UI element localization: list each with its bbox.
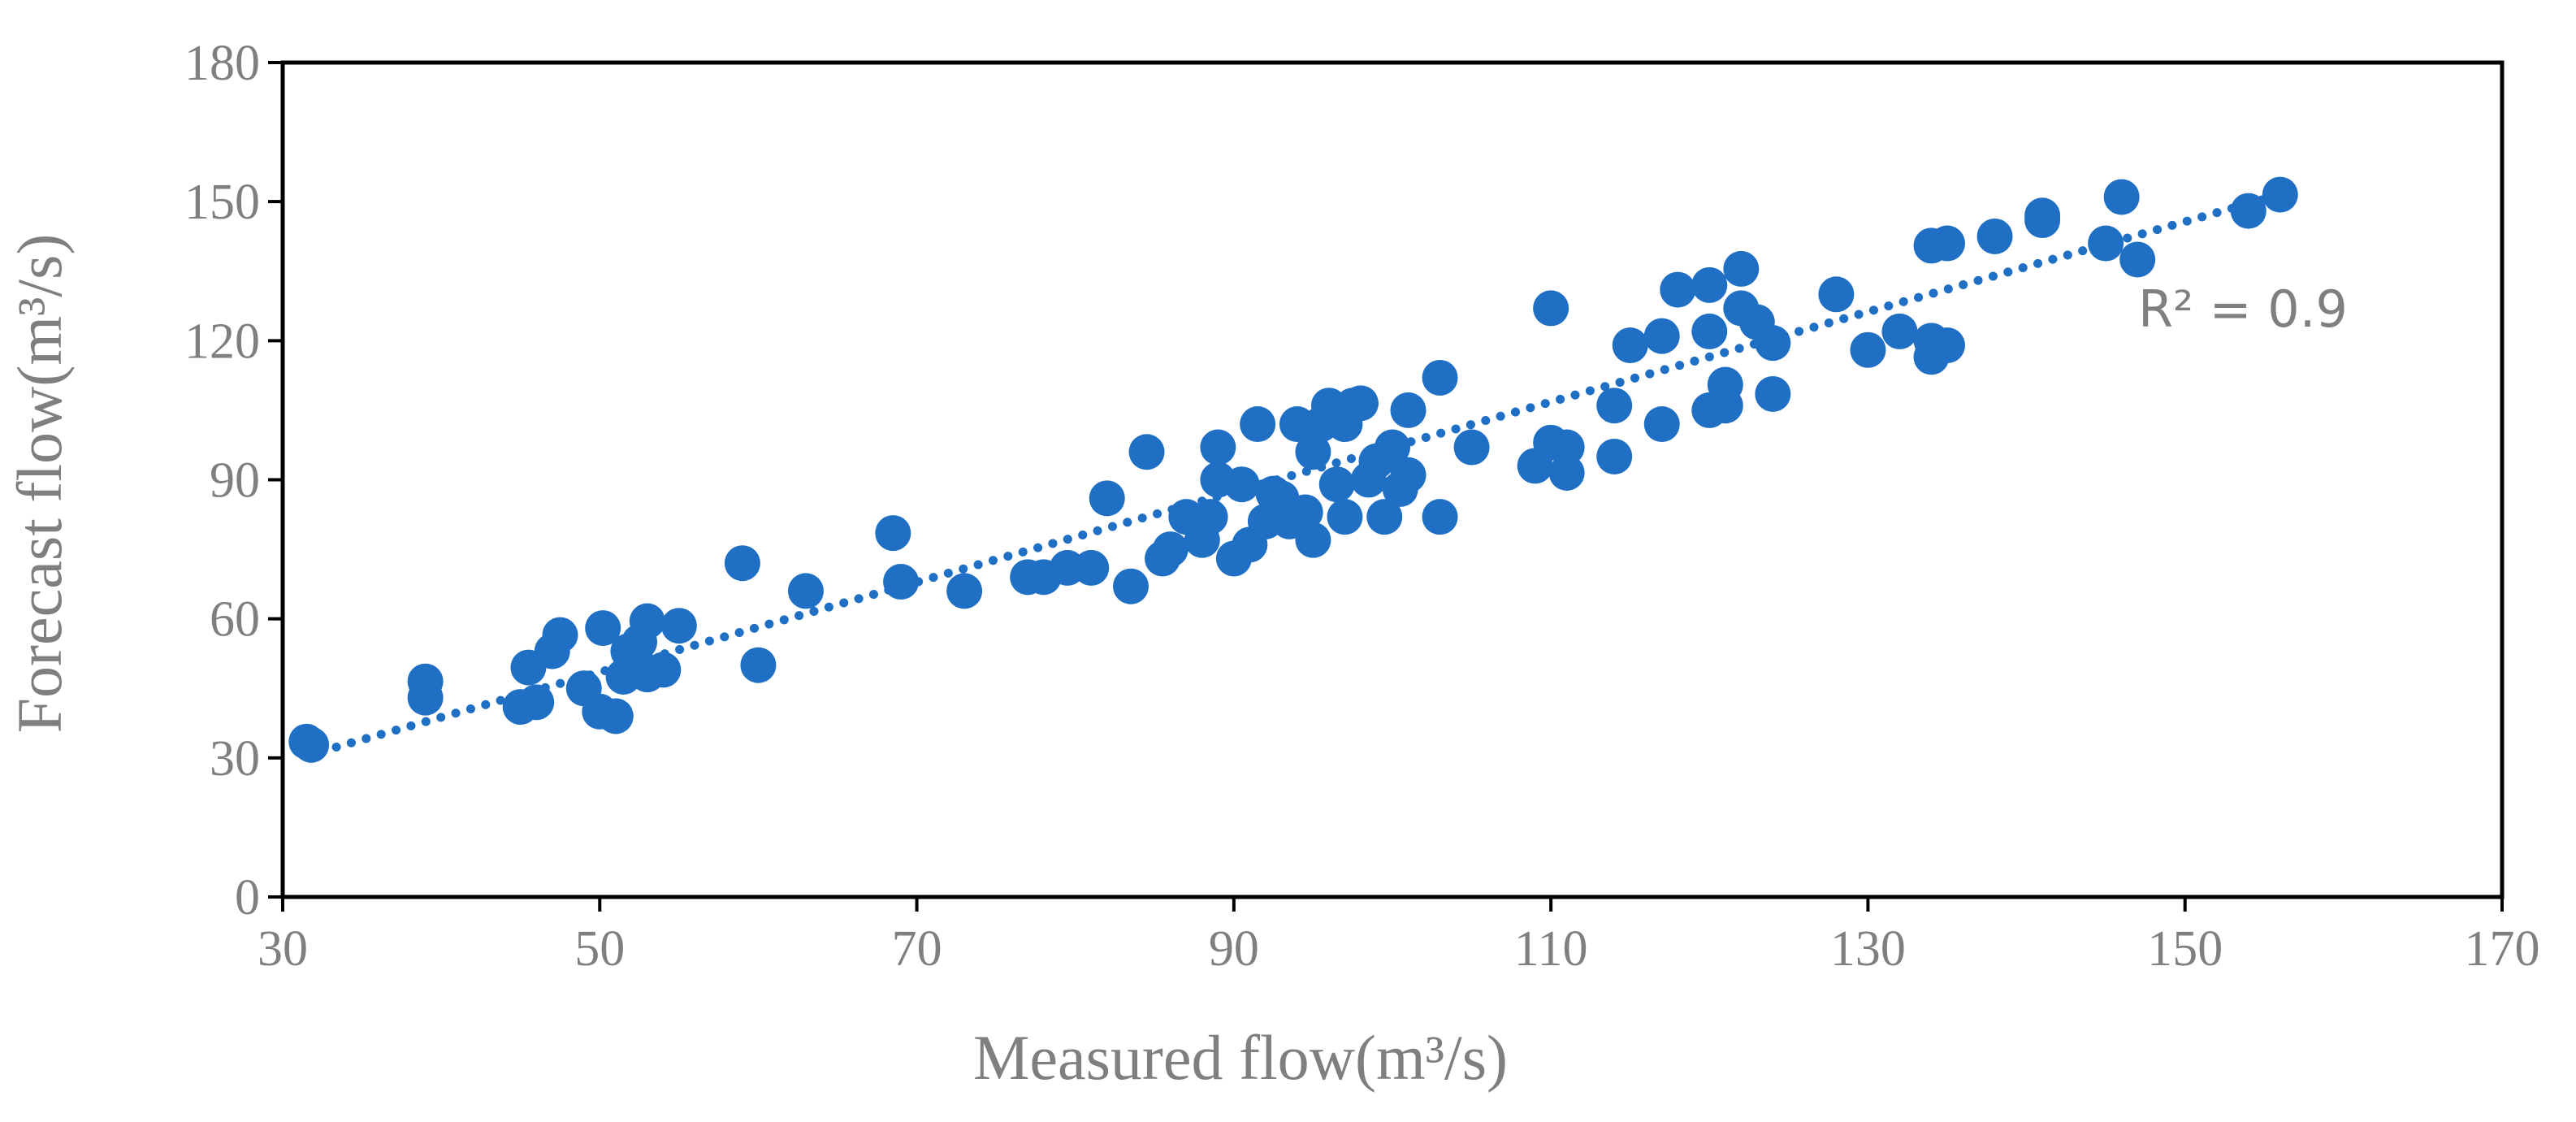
data-point bbox=[787, 573, 824, 609]
data-point bbox=[1548, 429, 1585, 466]
data-point bbox=[293, 726, 330, 763]
data-point bbox=[1390, 392, 1427, 428]
data-point bbox=[946, 573, 983, 609]
data-point bbox=[724, 545, 760, 582]
data-point bbox=[2088, 225, 2124, 262]
y-tick-label: 0 bbox=[235, 870, 260, 925]
data-point bbox=[1643, 406, 1680, 443]
x-tick-label: 70 bbox=[892, 921, 942, 977]
data-point bbox=[1976, 218, 2013, 254]
data-point bbox=[585, 610, 621, 647]
data-point bbox=[1453, 429, 1490, 466]
data-point bbox=[1295, 434, 1331, 470]
data-point bbox=[1691, 266, 1728, 303]
data-point bbox=[1660, 271, 1696, 308]
data-point bbox=[1691, 313, 1728, 349]
y-axis-tick-labels: 0 30 60 90 120 150 180 bbox=[184, 36, 260, 925]
data-point bbox=[1881, 313, 1918, 349]
data-point bbox=[1390, 457, 1427, 493]
data-point bbox=[1342, 385, 1379, 422]
data-point bbox=[1295, 522, 1331, 558]
data-point bbox=[1422, 499, 1458, 535]
data-point bbox=[1240, 406, 1276, 443]
data-point bbox=[1128, 434, 1165, 470]
data-point bbox=[1073, 549, 1110, 586]
data-point bbox=[2103, 179, 2140, 215]
data-point bbox=[407, 679, 444, 716]
x-axis-title: Measured flow(m³/s) bbox=[973, 1022, 1508, 1093]
data-point bbox=[1929, 327, 1965, 364]
data-point bbox=[1707, 366, 1743, 403]
data-point bbox=[1287, 494, 1323, 531]
data-point bbox=[1643, 318, 1680, 354]
data-point bbox=[629, 603, 665, 639]
x-tick-label: 130 bbox=[1830, 921, 1906, 977]
data-point bbox=[597, 698, 634, 734]
data-point bbox=[1327, 499, 1363, 535]
data-point bbox=[542, 617, 578, 653]
x-tick-label: 170 bbox=[2465, 921, 2540, 977]
y-tick-label: 180 bbox=[184, 36, 260, 91]
data-point bbox=[2119, 241, 2156, 278]
y-tick-label: 90 bbox=[210, 453, 260, 509]
data-point bbox=[645, 652, 682, 688]
data-point bbox=[1548, 454, 1585, 491]
trendline bbox=[301, 190, 2285, 760]
data-point bbox=[1422, 359, 1458, 396]
data-point bbox=[1318, 466, 1355, 503]
data-point bbox=[1192, 499, 1228, 535]
data-point bbox=[740, 647, 777, 683]
x-tick-label: 110 bbox=[1514, 921, 1588, 977]
data-point bbox=[1113, 568, 1149, 604]
data-point bbox=[875, 515, 911, 552]
data-point bbox=[1755, 375, 1791, 412]
y-tick-label: 30 bbox=[210, 731, 260, 786]
data-point bbox=[1929, 225, 1965, 262]
data-point bbox=[1152, 531, 1188, 568]
x-tick-label: 150 bbox=[2147, 921, 2223, 977]
y-tick-label: 150 bbox=[184, 175, 260, 230]
data-point bbox=[1533, 290, 1569, 327]
r-squared-label: R² = 0.9 bbox=[2138, 279, 2348, 339]
y-axis-title: Forecast flow(m³/s) bbox=[4, 234, 75, 734]
data-point bbox=[1200, 429, 1236, 466]
x-axis-ticks bbox=[281, 897, 2504, 912]
data-point bbox=[1850, 331, 1886, 368]
data-point bbox=[2024, 201, 2061, 238]
data-point bbox=[1223, 466, 1260, 503]
data-point bbox=[1612, 327, 1648, 364]
data-point bbox=[660, 608, 697, 644]
data-point bbox=[2230, 193, 2266, 229]
data-points bbox=[288, 176, 2298, 763]
y-tick-label: 60 bbox=[210, 592, 260, 648]
data-point bbox=[1366, 499, 1403, 535]
x-axis-tick-labels: 30 50 70 90 110 130 150 170 bbox=[258, 921, 2540, 977]
data-point bbox=[1755, 325, 1791, 362]
data-point bbox=[1723, 250, 1760, 287]
x-tick-label: 30 bbox=[258, 921, 308, 977]
y-axis-ticks bbox=[268, 61, 283, 899]
x-tick-label: 50 bbox=[574, 921, 625, 977]
x-tick-label: 90 bbox=[1209, 921, 1259, 977]
data-point bbox=[1596, 388, 1633, 424]
data-point bbox=[1596, 438, 1633, 474]
data-point bbox=[1818, 276, 1855, 313]
y-tick-label: 120 bbox=[184, 314, 260, 369]
data-point bbox=[1089, 480, 1125, 517]
